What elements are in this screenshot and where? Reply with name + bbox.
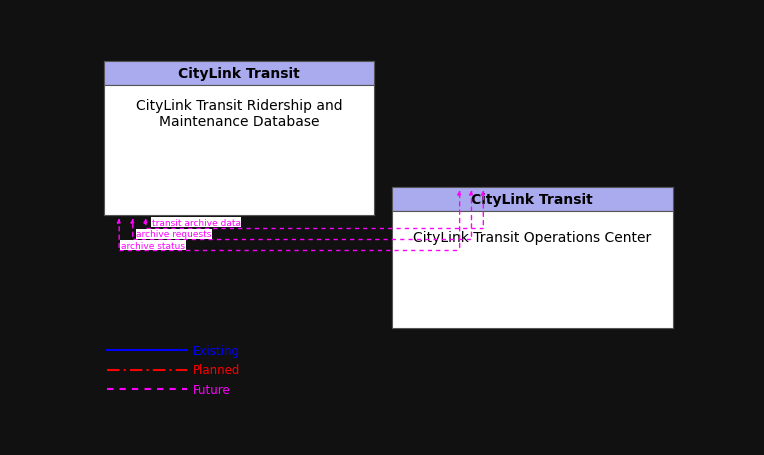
Bar <box>105 86 374 216</box>
Text: transit archive data: transit archive data <box>152 218 241 227</box>
Bar <box>392 212 673 328</box>
Text: archive requests: archive requests <box>136 230 212 239</box>
Text: CityLink Transit: CityLink Transit <box>471 192 593 207</box>
Text: CityLink Transit: CityLink Transit <box>178 66 300 81</box>
Bar <box>105 61 374 86</box>
Bar <box>105 61 374 216</box>
Bar <box>392 188 673 328</box>
Text: archive status: archive status <box>121 241 185 250</box>
Text: CityLink Transit Operations Center: CityLink Transit Operations Center <box>413 230 651 244</box>
Text: CityLink Transit Ridership and
Maintenance Database: CityLink Transit Ridership and Maintenan… <box>136 99 342 129</box>
Text: Future: Future <box>193 383 231 396</box>
Text: Planned: Planned <box>193 364 241 376</box>
Text: Existing: Existing <box>193 344 240 357</box>
Bar <box>392 188 673 212</box>
